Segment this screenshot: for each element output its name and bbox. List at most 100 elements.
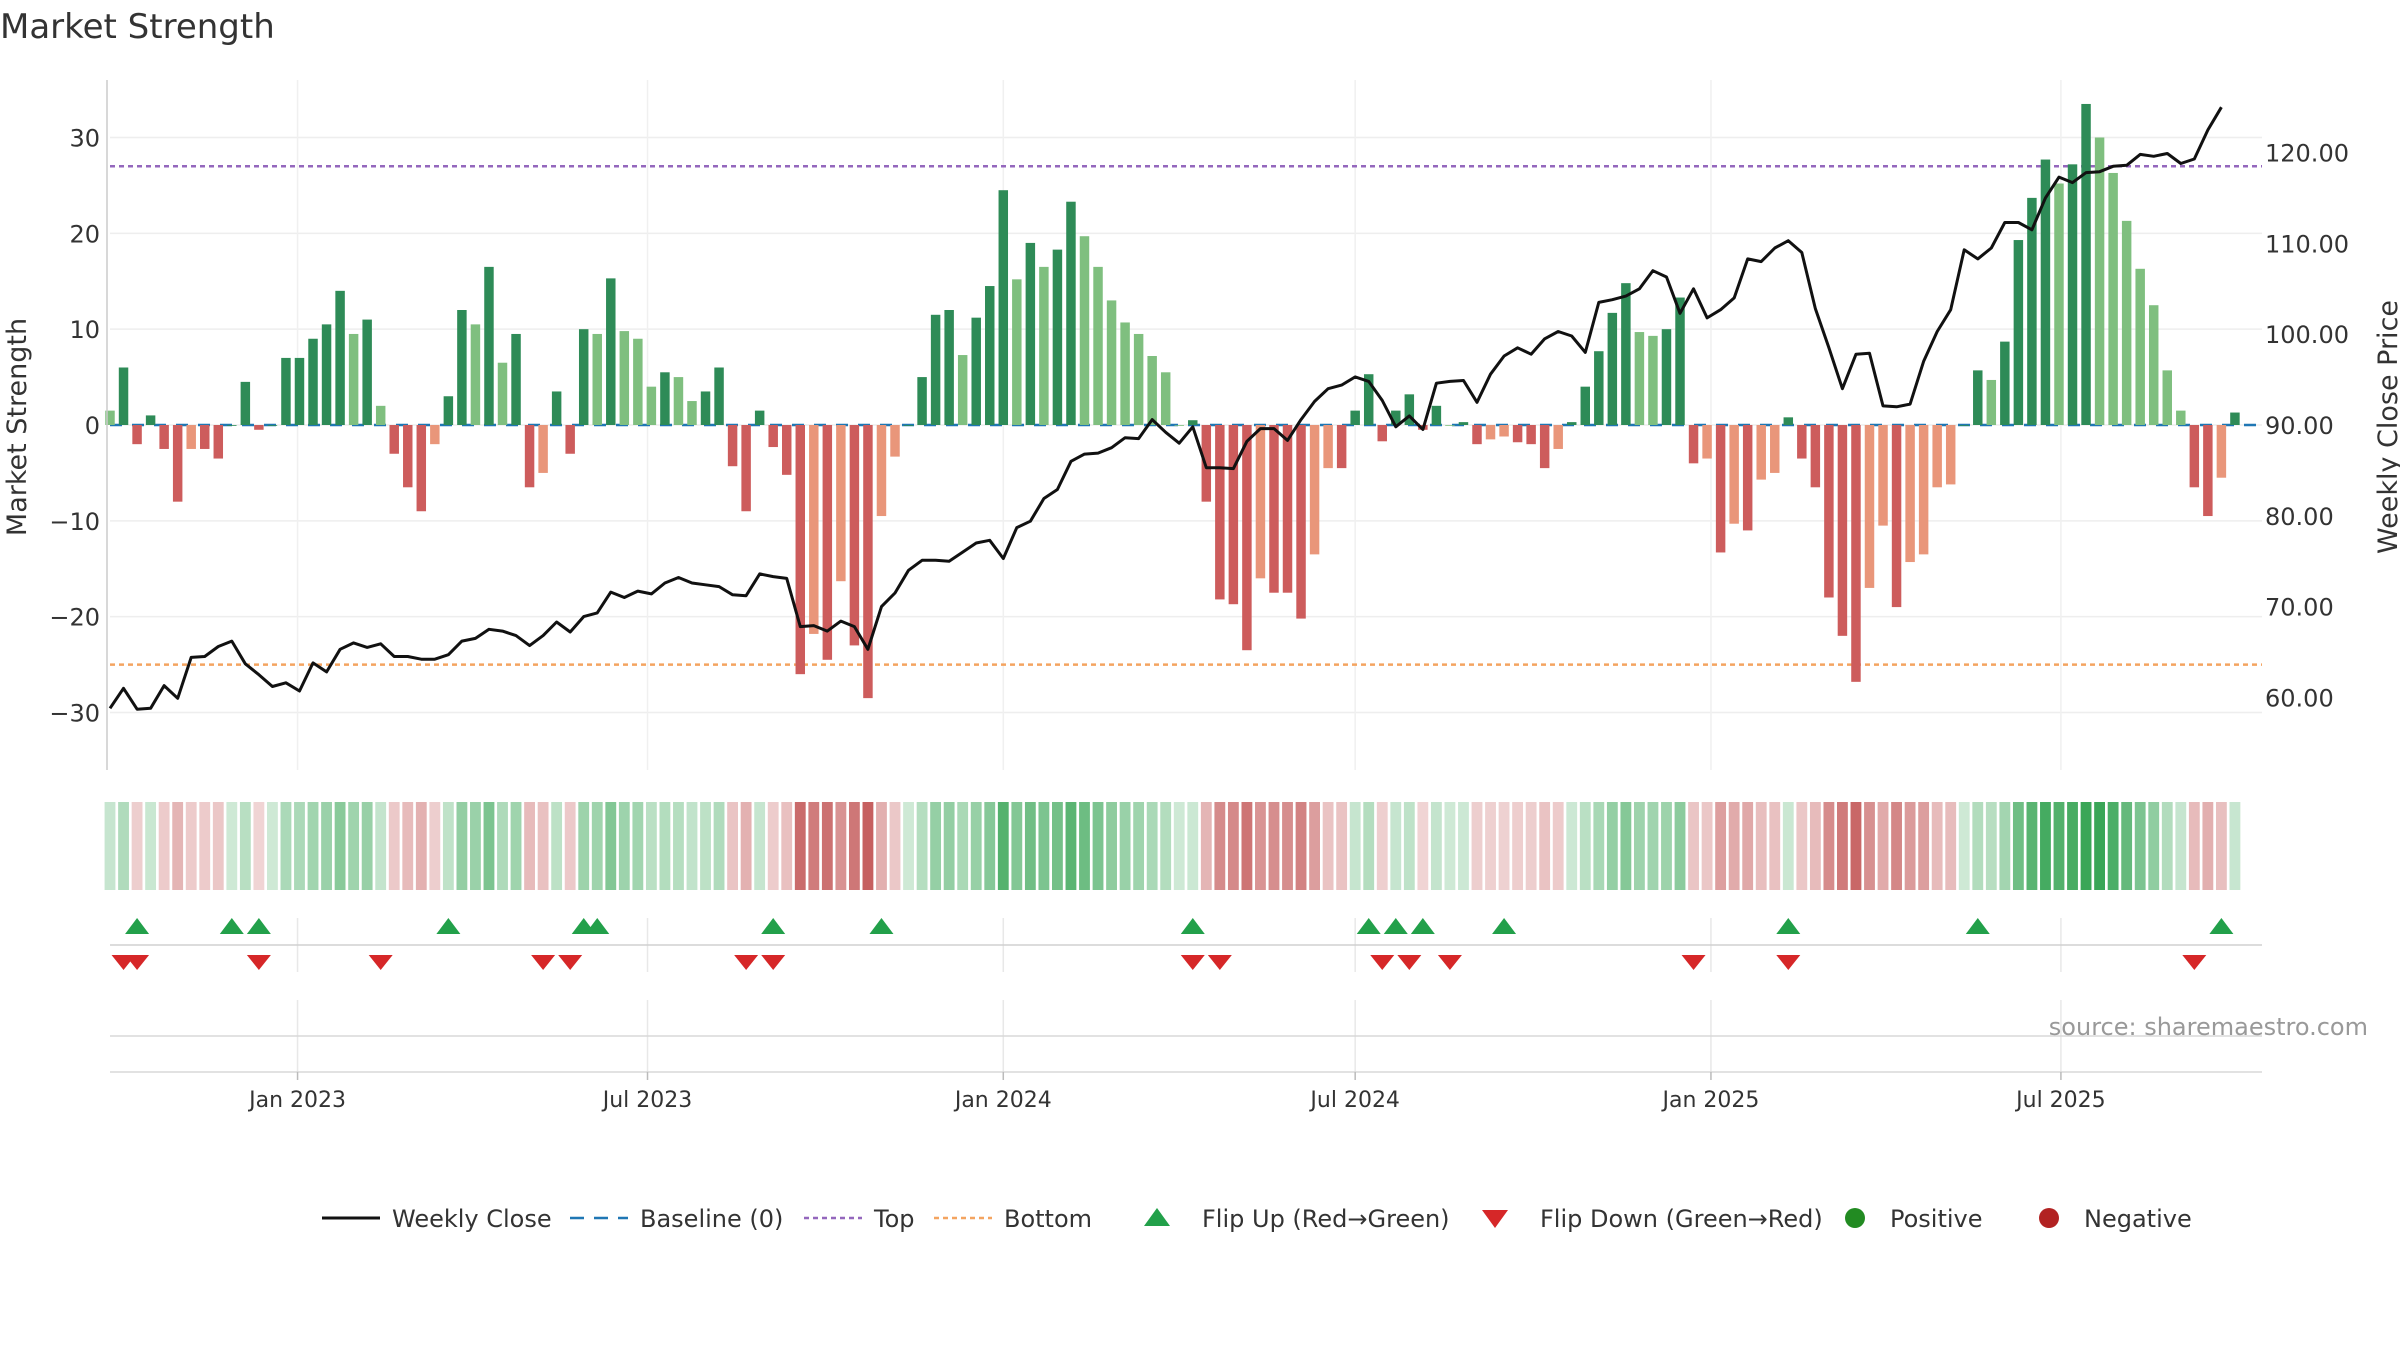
- right-tick-label: 80.00: [2265, 503, 2334, 531]
- right-axis: 120.00 110.00 100.00 90.00 80.00 70.00 60.00: [2265, 140, 2349, 713]
- strength-bar: [768, 425, 778, 448]
- heat-cell: [470, 802, 481, 890]
- flip-down-marker: [558, 955, 583, 970]
- flip-up-marker: [246, 918, 271, 934]
- strength-bar: [1363, 374, 1374, 425]
- strength-bar: [430, 425, 440, 445]
- strength-bar: [335, 290, 345, 425]
- heat-cell: [997, 802, 1009, 890]
- heat-cell: [145, 802, 157, 890]
- strength-bar: [1891, 425, 1902, 608]
- strength-bar: [741, 425, 751, 512]
- heat-cell: [1918, 802, 1930, 890]
- heat-cell: [442, 802, 454, 890]
- flip-down-marker: [531, 955, 556, 970]
- legend-label: Top: [873, 1205, 915, 1233]
- x-tick-label: Jul 2025: [2014, 1088, 2106, 1113]
- right-tick-label: 120.00: [2265, 140, 2349, 168]
- strength-bar: [348, 333, 359, 425]
- heat-cell: [415, 802, 427, 890]
- heat-cell: [1092, 802, 1104, 890]
- strength-bar: [1607, 312, 1618, 425]
- heat-cell: [307, 802, 319, 890]
- heat-cell: [1214, 802, 1226, 890]
- heat-cell: [199, 802, 211, 890]
- heat-cell: [1255, 802, 1266, 890]
- heat-cell: [280, 802, 292, 890]
- heat-cell: [1931, 802, 1943, 890]
- strength-bar: [565, 425, 575, 454]
- legend-item: Negative: [2039, 1205, 2192, 1233]
- strength-bar: [1066, 201, 1076, 425]
- heat-cell: [1674, 802, 1686, 890]
- legend-label: Negative: [2084, 1205, 2192, 1233]
- heat-cell: [1782, 802, 1794, 890]
- legend-item: Bottom: [934, 1205, 1092, 1233]
- heat-cell: [2175, 802, 2187, 890]
- left-tick-label: 10: [69, 316, 100, 344]
- heat-cell: [618, 802, 630, 890]
- date-axis: Jan 2023 Jul 2023 Jan 2024 Jul 2024 Jan 2025…: [247, 1072, 2106, 1113]
- flip-markers-panel: [110, 918, 2262, 972]
- flip-up-marker: [1410, 918, 1435, 934]
- heat-cell: [104, 802, 116, 890]
- flip-up-marker: [1383, 918, 1408, 934]
- heat-cell: [1146, 802, 1158, 890]
- heat-cell: [2161, 802, 2173, 890]
- heat-cell: [1079, 802, 1090, 890]
- strength-bar: [1932, 425, 1942, 488]
- strength-bar: [1986, 379, 1997, 425]
- heat-cell: [591, 802, 603, 890]
- flip-down-marker: [1776, 955, 1801, 970]
- right-tick-label: 60.00: [2265, 684, 2334, 712]
- heat-cell: [848, 802, 860, 890]
- strength-bar: [2230, 412, 2240, 425]
- strength-bar: [497, 362, 508, 425]
- heat-cell: [402, 802, 414, 890]
- heat-cell: [713, 802, 725, 890]
- x-tick-label: Jul 2023: [601, 1088, 693, 1113]
- heat-cell: [1579, 802, 1591, 890]
- legend-label: Flip Down (Green→Red): [1540, 1205, 1823, 1233]
- strength-bar: [308, 338, 318, 425]
- strength-bar: [1215, 425, 1225, 600]
- heat-cell: [524, 802, 535, 890]
- strength-bar: [754, 410, 765, 425]
- heat-cell: [1187, 802, 1199, 890]
- strength-bar: [1404, 394, 1415, 425]
- weekly-close-line: [108, 106, 2223, 711]
- heat-cell: [1417, 802, 1429, 890]
- heat-cell: [1512, 802, 1524, 890]
- right-tick-label: 70.00: [2265, 594, 2334, 622]
- heat-cell: [1701, 802, 1713, 890]
- heat-cell: [1647, 802, 1659, 890]
- x-tick-label: Jan 2023: [247, 1088, 346, 1113]
- heat-cell: [131, 802, 143, 890]
- heat-cell: [808, 802, 820, 890]
- strength-bar: [2081, 103, 2091, 425]
- strength-bar: [2094, 137, 2105, 425]
- heat-cell: [429, 802, 441, 890]
- heat-cell: [1715, 802, 1727, 890]
- heat-cell: [673, 802, 684, 890]
- heat-cell: [2148, 802, 2160, 890]
- flip-down-marker: [761, 955, 786, 970]
- heat-cell: [375, 802, 387, 890]
- strength-bar: [1783, 417, 1794, 425]
- heat-cell: [794, 802, 806, 890]
- strength-bar: [2027, 197, 2037, 425]
- heat-cell: [1349, 802, 1361, 890]
- strength-bar: [457, 310, 467, 425]
- strength-bar: [375, 405, 386, 425]
- strength-bar: [2148, 305, 2159, 425]
- strength-bar: [1634, 332, 1645, 425]
- strength-bar: [2067, 164, 2078, 426]
- strength-bar: [1553, 425, 1563, 449]
- heat-cell: [1620, 802, 1632, 890]
- flip-down-marker: [1397, 955, 1422, 970]
- strength-bar: [1851, 425, 1861, 682]
- strength-bar: [1174, 425, 1184, 426]
- flip-down-marker: [1681, 955, 1706, 970]
- strength-bar: [1133, 333, 1144, 425]
